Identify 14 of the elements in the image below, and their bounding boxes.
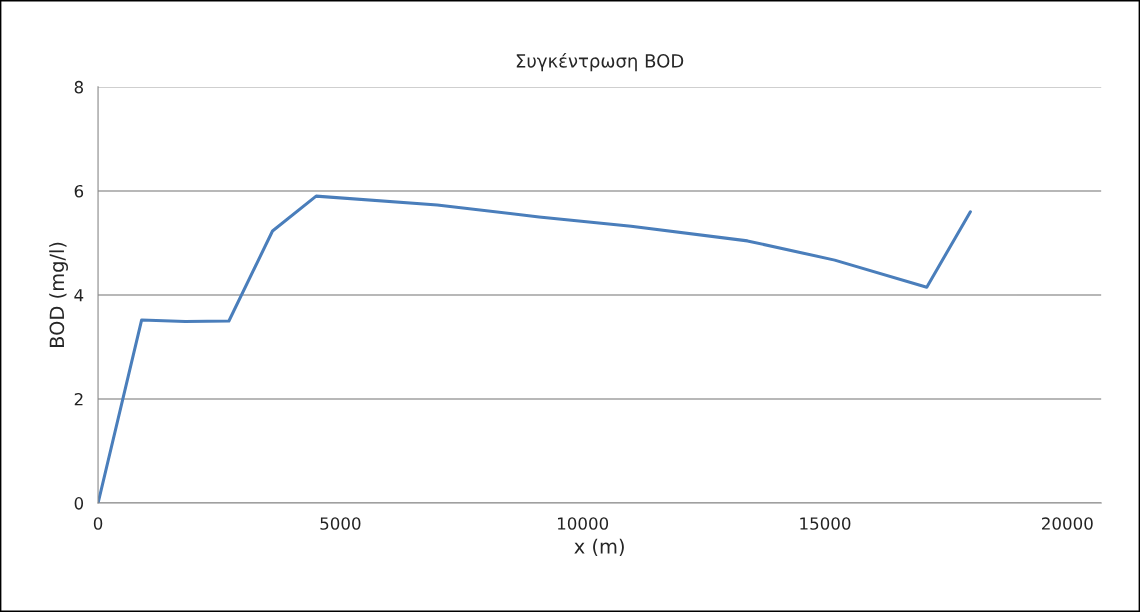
chart-title: Συγκέντρωση BOD: [516, 53, 684, 72]
y-axis-title: BOD (mg/l): [49, 242, 68, 348]
x-axis-title: x (m): [574, 538, 624, 556]
y-tick-label: 0: [74, 497, 84, 510]
x-tick-label: 20000: [1042, 517, 1093, 530]
y-tick-label: 8: [74, 80, 84, 94]
y-tick-label: 4: [74, 289, 84, 302]
x-tick-label: 5000: [320, 517, 361, 530]
x-tick-label: 0: [93, 517, 103, 530]
y-tick-label: 6: [74, 184, 84, 198]
y-tick-label: 2: [74, 392, 83, 406]
x-tick-label: 15000: [800, 517, 851, 530]
x-tick-label: 10000: [558, 517, 609, 530]
line-series: [98, 194, 972, 504]
